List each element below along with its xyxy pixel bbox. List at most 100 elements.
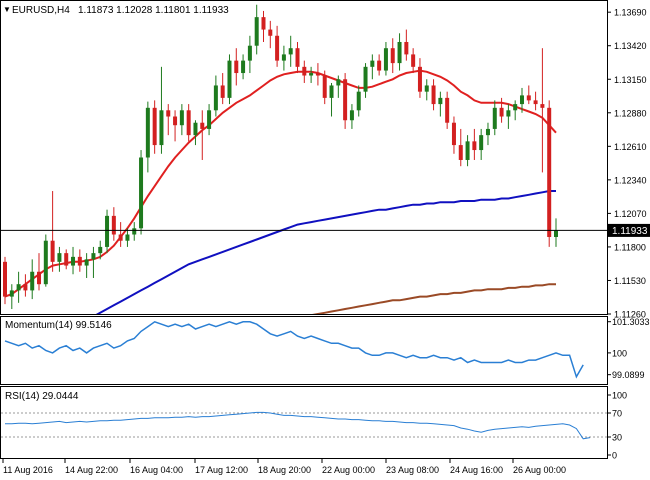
- candle-body: [3, 261, 7, 297]
- candle-body: [519, 95, 524, 105]
- candle-body: [390, 48, 395, 64]
- candle-body: [472, 141, 477, 151]
- momentum-indicator: 101.3033 100 99.0899: [4, 317, 650, 380]
- candle: [64, 249, 69, 270]
- candle-body: [479, 135, 484, 151]
- candle-body: [383, 48, 388, 71]
- time-tick-label: 22 Aug 00:00: [322, 465, 375, 475]
- candle-body: [281, 54, 286, 61]
- rsi-tick-label: 70: [612, 409, 622, 419]
- momentum-tick-label: 101.3033: [612, 317, 650, 327]
- candle: [513, 100, 518, 121]
- candle-body: [241, 60, 246, 74]
- rsi-panel-frame: [0, 386, 608, 459]
- candle-body: [411, 54, 416, 67]
- candle-body: [451, 122, 456, 146]
- candle-body: [554, 230, 558, 237]
- candle-body: [159, 110, 164, 146]
- candle-body: [268, 29, 273, 36]
- price-tick-label: 1.11260: [614, 310, 646, 320]
- momentum-tick-label: 100: [612, 348, 627, 358]
- candles: [3, 4, 558, 310]
- time-tick-label: 24 Aug 16:00: [450, 465, 503, 475]
- momentum-line: [4, 320, 584, 379]
- price-tick-label: 1.12340: [614, 175, 647, 185]
- candle-body: [234, 60, 239, 74]
- candle: [465, 135, 470, 167]
- candle: [377, 54, 382, 76]
- candle-body: [132, 228, 137, 235]
- candle: [404, 29, 409, 61]
- candle: [438, 91, 443, 117]
- candle: [200, 110, 205, 160]
- candle-body: [370, 60, 375, 67]
- candle-body: [445, 97, 450, 123]
- chart-header-icon: ▼: [3, 5, 11, 14]
- candle: [275, 25, 280, 67]
- candle-body: [404, 41, 409, 55]
- candle: [213, 75, 218, 117]
- candle: [9, 284, 14, 310]
- price-tick-label: 1.11800: [614, 242, 646, 252]
- price-tick-label: 1.12880: [614, 108, 647, 118]
- candle-body: [71, 256, 76, 266]
- candle-body: [166, 110, 171, 117]
- candle: [254, 4, 259, 55]
- candle-body: [322, 75, 327, 98]
- candle: [322, 70, 327, 105]
- candle-body: [315, 73, 320, 76]
- candle-body: [43, 240, 48, 285]
- momentum-tick-label: 99.0899: [612, 370, 645, 380]
- candle-body: [200, 122, 205, 129]
- candle: [492, 100, 497, 136]
- price-tick-label: 1.11530: [614, 276, 646, 286]
- price-tick-label: 1.13690: [614, 8, 647, 18]
- candle-body: [247, 45, 252, 61]
- candle-body: [91, 253, 96, 260]
- candle-body: [506, 110, 511, 117]
- candle: [472, 128, 477, 160]
- candle: [132, 222, 137, 241]
- candle: [193, 120, 198, 146]
- candle: [3, 256, 7, 305]
- candle-body: [513, 104, 518, 111]
- candle: [268, 20, 273, 49]
- sma-mid-line: [95, 190, 556, 314]
- rsi-tick-label: 30: [612, 433, 622, 443]
- candle-body: [98, 246, 103, 254]
- rsi-tick-label: 100: [612, 391, 627, 401]
- candle-body: [77, 256, 82, 266]
- candle-body: [84, 259, 89, 266]
- candle-body: [152, 107, 157, 146]
- candle: [547, 100, 552, 247]
- candle: [458, 128, 463, 167]
- candle: [220, 73, 225, 105]
- candle: [302, 60, 307, 83]
- candle-body: [526, 95, 531, 101]
- candle: [281, 45, 286, 71]
- candle-body: [30, 271, 35, 291]
- candle-body: [207, 110, 212, 129]
- candle-body: [193, 122, 198, 136]
- candle-body: [125, 234, 130, 241]
- price-tick-label: 1.12070: [614, 209, 647, 219]
- current-price-marker: 1.11933: [0, 223, 650, 237]
- time-tick-label: 18 Aug 20:00: [258, 465, 311, 475]
- candle-body: [145, 107, 150, 158]
- candle: [227, 54, 232, 105]
- candle-body: [179, 110, 184, 126]
- candle: [30, 259, 35, 300]
- candle: [43, 234, 48, 287]
- candle-body: [105, 215, 110, 247]
- candle-body: [349, 110, 354, 121]
- candle-body: [118, 234, 123, 241]
- candle-body: [465, 141, 470, 160]
- momentum-label: Momentum(14) 99.5146: [5, 320, 112, 331]
- candle: [499, 97, 504, 123]
- candle: [234, 48, 239, 86]
- time-tick-label: 14 Aug 22:00: [65, 465, 118, 475]
- candle-body: [37, 271, 42, 285]
- candle: [383, 41, 388, 76]
- candle: [356, 85, 361, 117]
- candle-body: [173, 116, 178, 126]
